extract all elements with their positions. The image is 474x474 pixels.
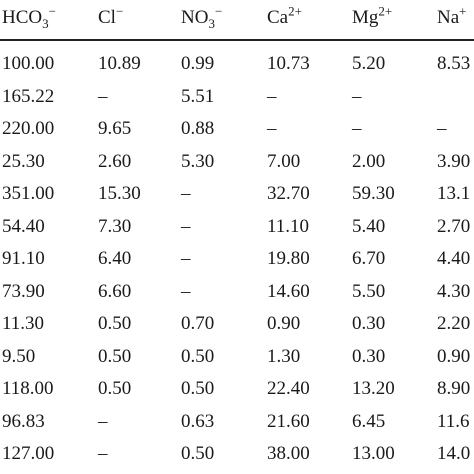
table-cell: 0.50 bbox=[98, 378, 132, 399]
table-cell: 0.63 bbox=[181, 410, 215, 432]
table-cell: 73.90 bbox=[2, 280, 45, 302]
column-header-subscript: 3 bbox=[208, 15, 215, 31]
table-cell: 38.00 bbox=[267, 443, 310, 464]
table-cell: 2.60 bbox=[98, 150, 132, 172]
table-cell: 6.70 bbox=[352, 248, 386, 269]
table-cell: 91.10 bbox=[2, 248, 45, 269]
table-cell: 2.20 bbox=[437, 313, 471, 334]
table-cell: 59.30 bbox=[352, 183, 395, 204]
table-cell: 0.70 bbox=[181, 313, 215, 334]
column-header-base: Mg bbox=[352, 7, 379, 28]
column-header-superscript: − bbox=[115, 3, 124, 19]
table-cell: – bbox=[267, 85, 277, 107]
table-cell: – bbox=[98, 410, 108, 432]
column-header-superscript: 2+ bbox=[288, 3, 302, 19]
table-cell: 0.99 bbox=[181, 53, 215, 74]
table-cell: 9.65 bbox=[98, 118, 132, 139]
column-header-base: Ca bbox=[267, 7, 289, 28]
column-header-superscript: − bbox=[214, 3, 223, 19]
table-cell: 7.30 bbox=[98, 215, 132, 237]
column-header-2: Cl− bbox=[98, 3, 124, 30]
table-cell: 4.30 bbox=[437, 280, 471, 302]
table-cell: 2.00 bbox=[352, 150, 386, 172]
table-cell: 32.70 bbox=[267, 183, 310, 204]
table-cell: 118.00 bbox=[2, 378, 54, 399]
table-cell: 8.90 bbox=[437, 378, 471, 399]
table-cell: 11.10 bbox=[267, 215, 310, 237]
column-header-superscript: − bbox=[48, 3, 56, 19]
table-cell: 100.00 bbox=[2, 53, 55, 74]
column-header-5: Mg2+ bbox=[352, 3, 393, 30]
table-cell: 14.0 bbox=[437, 443, 471, 464]
table-cell: 220.00 bbox=[2, 118, 55, 139]
table-cell: 127.00 bbox=[2, 443, 55, 464]
table-cell: 0.90 bbox=[437, 345, 471, 367]
table-cell: 5.51 bbox=[181, 85, 215, 107]
table-cell: – bbox=[352, 118, 362, 139]
column-header-1: HCO3− bbox=[2, 3, 56, 31]
column-header-6: Na+ bbox=[437, 3, 467, 30]
table-cell: 0.90 bbox=[267, 313, 301, 334]
table-cell: – bbox=[181, 215, 191, 237]
column-header-subscript: 3 bbox=[42, 15, 49, 31]
column-header-3: NO3− bbox=[181, 3, 223, 31]
table-cell: 13.00 bbox=[352, 443, 395, 464]
table-cell: 19.80 bbox=[267, 248, 310, 269]
table-cell: 6.40 bbox=[98, 248, 132, 269]
table-cell: – bbox=[352, 85, 362, 107]
table-cell: 0.88 bbox=[181, 118, 215, 139]
column-header-base: Na bbox=[437, 7, 460, 28]
column-header-base: Cl bbox=[98, 7, 116, 28]
table-cell: 3.90 bbox=[437, 150, 471, 172]
table-cell: – bbox=[98, 443, 108, 464]
table-cell: 165.22 bbox=[2, 85, 55, 107]
table-cell: 0.50 bbox=[98, 345, 132, 367]
table-cell: 0.50 bbox=[181, 378, 215, 399]
table-cell: 54.40 bbox=[2, 215, 45, 237]
table-cell: 15.30 bbox=[98, 183, 141, 204]
table-cell: – bbox=[181, 248, 191, 269]
table-cell: 13.1 bbox=[437, 183, 471, 204]
table-cell: 13.20 bbox=[352, 378, 395, 399]
table-cell: 22.40 bbox=[267, 378, 310, 399]
table-cell: 2.70 bbox=[437, 215, 471, 237]
table-cell: 9.50 bbox=[2, 345, 36, 367]
table-cell: 21.60 bbox=[267, 410, 310, 432]
header-rule bbox=[0, 39, 474, 41]
table-cell: 0.50 bbox=[98, 313, 132, 334]
table-cell: 5.20 bbox=[352, 53, 386, 74]
table-cell: 0.50 bbox=[181, 443, 215, 464]
table-cell: 10.73 bbox=[267, 53, 310, 74]
table-cell: 351.00 bbox=[2, 183, 55, 204]
column-header-superscript: + bbox=[459, 3, 467, 19]
table-cell: 4.40 bbox=[437, 248, 471, 269]
table-cell: 0.30 bbox=[352, 313, 386, 334]
table-cell: 0.50 bbox=[181, 345, 215, 367]
table-cell: 5.40 bbox=[352, 215, 386, 237]
table-cell: 5.50 bbox=[352, 280, 386, 302]
table-cell: – bbox=[181, 280, 191, 302]
table-cell: 10.89 bbox=[98, 53, 141, 74]
table-cell: 8.53 bbox=[437, 53, 471, 74]
table-cell: 14.60 bbox=[267, 280, 310, 302]
table-cell: – bbox=[98, 85, 108, 107]
table-cell: 25.30 bbox=[2, 150, 45, 172]
table-cell: 96.83 bbox=[2, 410, 45, 432]
table-cell: 11.6 bbox=[437, 410, 470, 432]
table-cell: 1.30 bbox=[267, 345, 301, 367]
table-cell: 5.30 bbox=[181, 150, 215, 172]
table-cell: 7.00 bbox=[267, 150, 301, 172]
column-header-superscript: 2+ bbox=[378, 3, 393, 19]
table-cell: – bbox=[437, 118, 447, 139]
table-cell: 6.60 bbox=[98, 280, 132, 302]
column-header-base: NO bbox=[181, 7, 209, 28]
table-cell: 6.45 bbox=[352, 410, 386, 432]
table-cell: 0.30 bbox=[352, 345, 386, 367]
table-cell: – bbox=[181, 183, 191, 204]
column-header-base: HCO bbox=[2, 7, 43, 28]
table-cell: – bbox=[267, 118, 277, 139]
table-cell: 11.30 bbox=[2, 313, 45, 334]
column-header-4: Ca2+ bbox=[267, 3, 302, 30]
